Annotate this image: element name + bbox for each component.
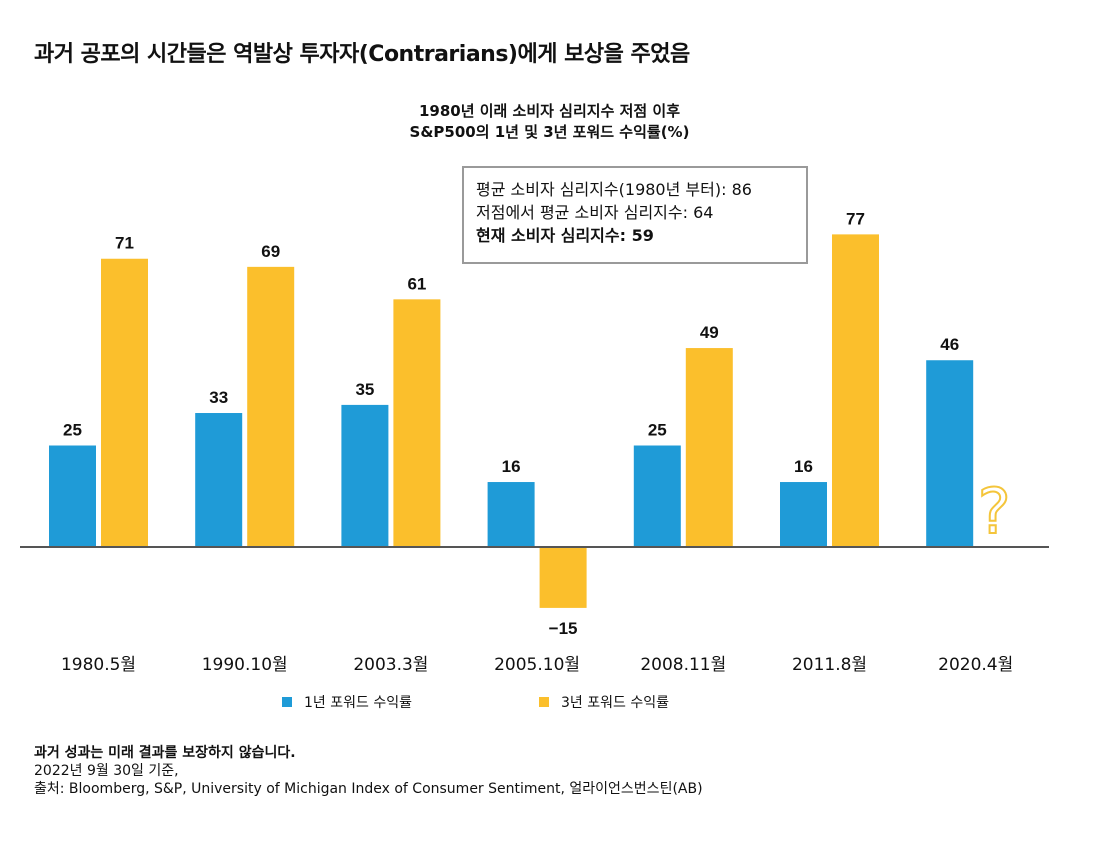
bar-1yr-4 xyxy=(487,482,535,547)
x-tick-label-2: 1990.10월 xyxy=(202,655,288,675)
data-label-1yr-4: 16 xyxy=(502,457,521,476)
info-line-trough-sentiment: 저점에서 평균 소비자 심리지수: 64 xyxy=(476,203,714,222)
data-label-3yr-3: 61 xyxy=(407,274,426,293)
bar-1yr-6 xyxy=(780,482,827,547)
bar-1yr-5 xyxy=(633,445,681,547)
legend-swatch-1yr xyxy=(282,697,292,707)
legend-label-1yr: 1년 포워드 수익률 xyxy=(304,695,412,711)
data-label-1yr-1: 25 xyxy=(63,421,82,440)
data-label-3yr-6: 77 xyxy=(846,209,865,228)
data-label-1yr-7: 46 xyxy=(940,335,959,354)
bar-3yr-1 xyxy=(101,258,148,547)
chart-subtitle-line1: 1980년 이래 소비자 심리지수 저점 이후 xyxy=(418,102,681,120)
bar-3yr-6 xyxy=(832,234,879,547)
bar-3yr-3 xyxy=(393,299,441,547)
bar-1yr-7 xyxy=(926,360,974,547)
footnote-date: 2022년 9월 30일 기준, xyxy=(34,763,179,779)
bar-1yr-1 xyxy=(49,445,96,547)
bar-chart: 25 71 1980.5월 33 69 1990.10월 35 61 2003.3월 16 −15 2… xyxy=(20,209,1049,675)
bar-3yr-4 xyxy=(539,547,587,608)
info-line-current-sentiment: 현재 소비자 심리지수: 59 xyxy=(476,226,654,245)
legend-swatch-3yr xyxy=(539,697,549,707)
x-tick-label-5: 2008.11월 xyxy=(640,655,726,675)
info-line-avg-sentiment: 평균 소비자 심리지수(1980년 부터): 86 xyxy=(476,180,752,199)
data-label-3yr-2: 69 xyxy=(261,242,280,261)
x-tick-label-4: 2005.10월 xyxy=(494,655,580,675)
chart-title: 과거 공포의 시간들은 역발상 투자자(Contrarians)에게 보상을 주… xyxy=(34,42,690,67)
bar-3yr-2 xyxy=(247,266,295,547)
x-tick-label-7: 2020.4월 xyxy=(938,655,1013,675)
bar-1yr-3 xyxy=(341,404,389,547)
data-label-1yr-5: 25 xyxy=(648,421,667,440)
legend-label-3yr: 3년 포워드 수익률 xyxy=(561,695,669,711)
missing-value-question-mark: ? xyxy=(978,475,1011,548)
chart-subtitle-line2: S&P500의 1년 및 3년 포워드 수익률(%) xyxy=(409,123,690,141)
data-label-3yr-4: −15 xyxy=(549,619,578,638)
bar-1yr-2 xyxy=(195,413,243,547)
data-label-3yr-5: 49 xyxy=(700,323,719,342)
data-label-1yr-6: 16 xyxy=(794,457,813,476)
x-tick-label-1: 1980.5월 xyxy=(61,655,136,675)
footnote-source: 출처: Bloomberg, S&P, University of Michig… xyxy=(34,781,703,797)
data-label-1yr-2: 33 xyxy=(209,388,228,407)
data-label-3yr-1: 71 xyxy=(115,234,134,253)
bar-3yr-5 xyxy=(685,348,733,547)
data-label-1yr-3: 35 xyxy=(355,380,374,399)
legend-item-1yr: 1년 포워드 수익률 xyxy=(282,692,412,712)
legend-item-3yr: 3년 포워드 수익률 xyxy=(539,692,669,712)
x-tick-label-6: 2011.8월 xyxy=(792,655,867,675)
footnote-disclaimer: 과거 성과는 미래 결과를 보장하지 않습니다. xyxy=(34,745,296,761)
info-box: 평균 소비자 심리지수(1980년 부터): 86 저점에서 평균 소비자 심리… xyxy=(462,166,808,264)
x-tick-label-3: 2003.3월 xyxy=(353,655,428,675)
